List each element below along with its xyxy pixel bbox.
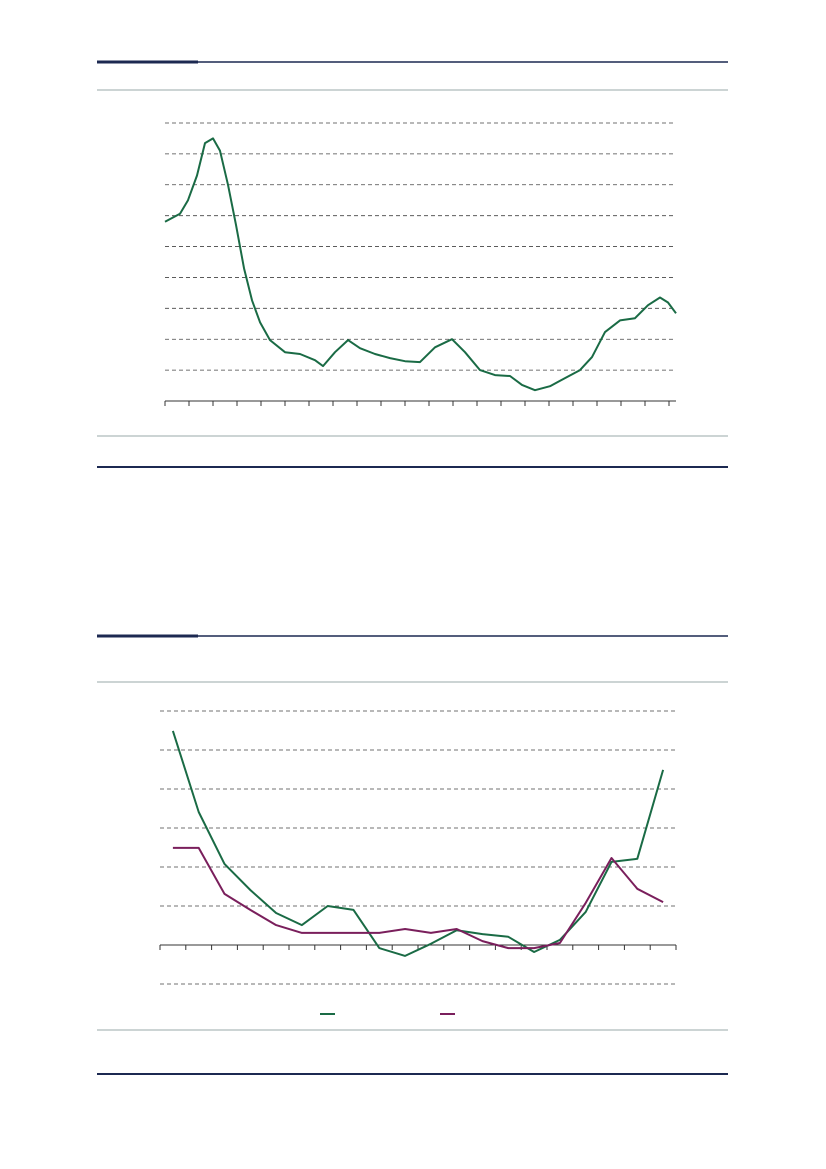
data-line — [172, 846, 664, 950]
data-line — [171, 730, 665, 957]
data-line — [164, 137, 677, 392]
